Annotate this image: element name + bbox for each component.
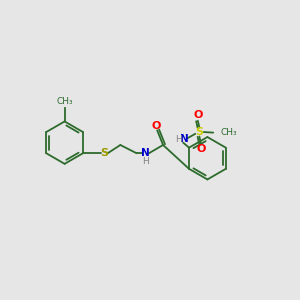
Text: CH₃: CH₃ (221, 128, 238, 137)
Text: S: S (100, 148, 108, 158)
Text: H: H (142, 157, 149, 166)
Text: S: S (195, 127, 203, 137)
Text: N: N (141, 148, 150, 158)
Text: N: N (180, 134, 188, 144)
Text: O: O (196, 144, 206, 154)
Text: O: O (193, 110, 203, 120)
Text: O: O (151, 122, 160, 131)
Text: H: H (175, 135, 181, 144)
Text: CH₃: CH₃ (56, 97, 73, 106)
